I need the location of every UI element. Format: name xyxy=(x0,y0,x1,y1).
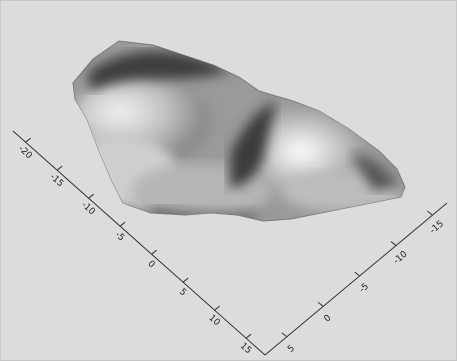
left-axis-tick xyxy=(214,305,220,311)
left-axis-tick xyxy=(245,333,252,339)
surface-mesh xyxy=(72,40,406,222)
right-axis-tick-label: 0 xyxy=(323,313,334,325)
left-axis-tick xyxy=(56,165,63,171)
left-axis-tick-label: 10 xyxy=(206,313,221,328)
left-axis-tick xyxy=(119,221,126,227)
right-axis-tick xyxy=(354,271,360,277)
right-axis-line xyxy=(264,202,448,356)
left-axis-tick-label: 0 xyxy=(145,259,156,270)
right-axis-tick xyxy=(317,301,324,307)
left-axis-tick-label: 5 xyxy=(177,287,188,298)
right-axis-tick-label: -5 xyxy=(358,282,371,295)
left-axis-tick xyxy=(182,277,189,283)
right-axis-tick-label: 5 xyxy=(286,344,297,355)
right-axis-tick-label: -15 xyxy=(428,219,446,236)
left-axis-tick-label: -5 xyxy=(113,230,126,243)
right-axis-tick-label: -10 xyxy=(392,249,410,266)
left-axis-line xyxy=(12,130,266,356)
right-axis-tick xyxy=(390,241,397,246)
left-axis-tick xyxy=(25,137,31,143)
right-axis-tick xyxy=(281,332,288,338)
left-axis-tick xyxy=(88,193,94,199)
left-axis-tick-label: 15 xyxy=(238,341,253,356)
left-axis-tick xyxy=(151,249,157,255)
right-axis-tick xyxy=(427,210,433,216)
